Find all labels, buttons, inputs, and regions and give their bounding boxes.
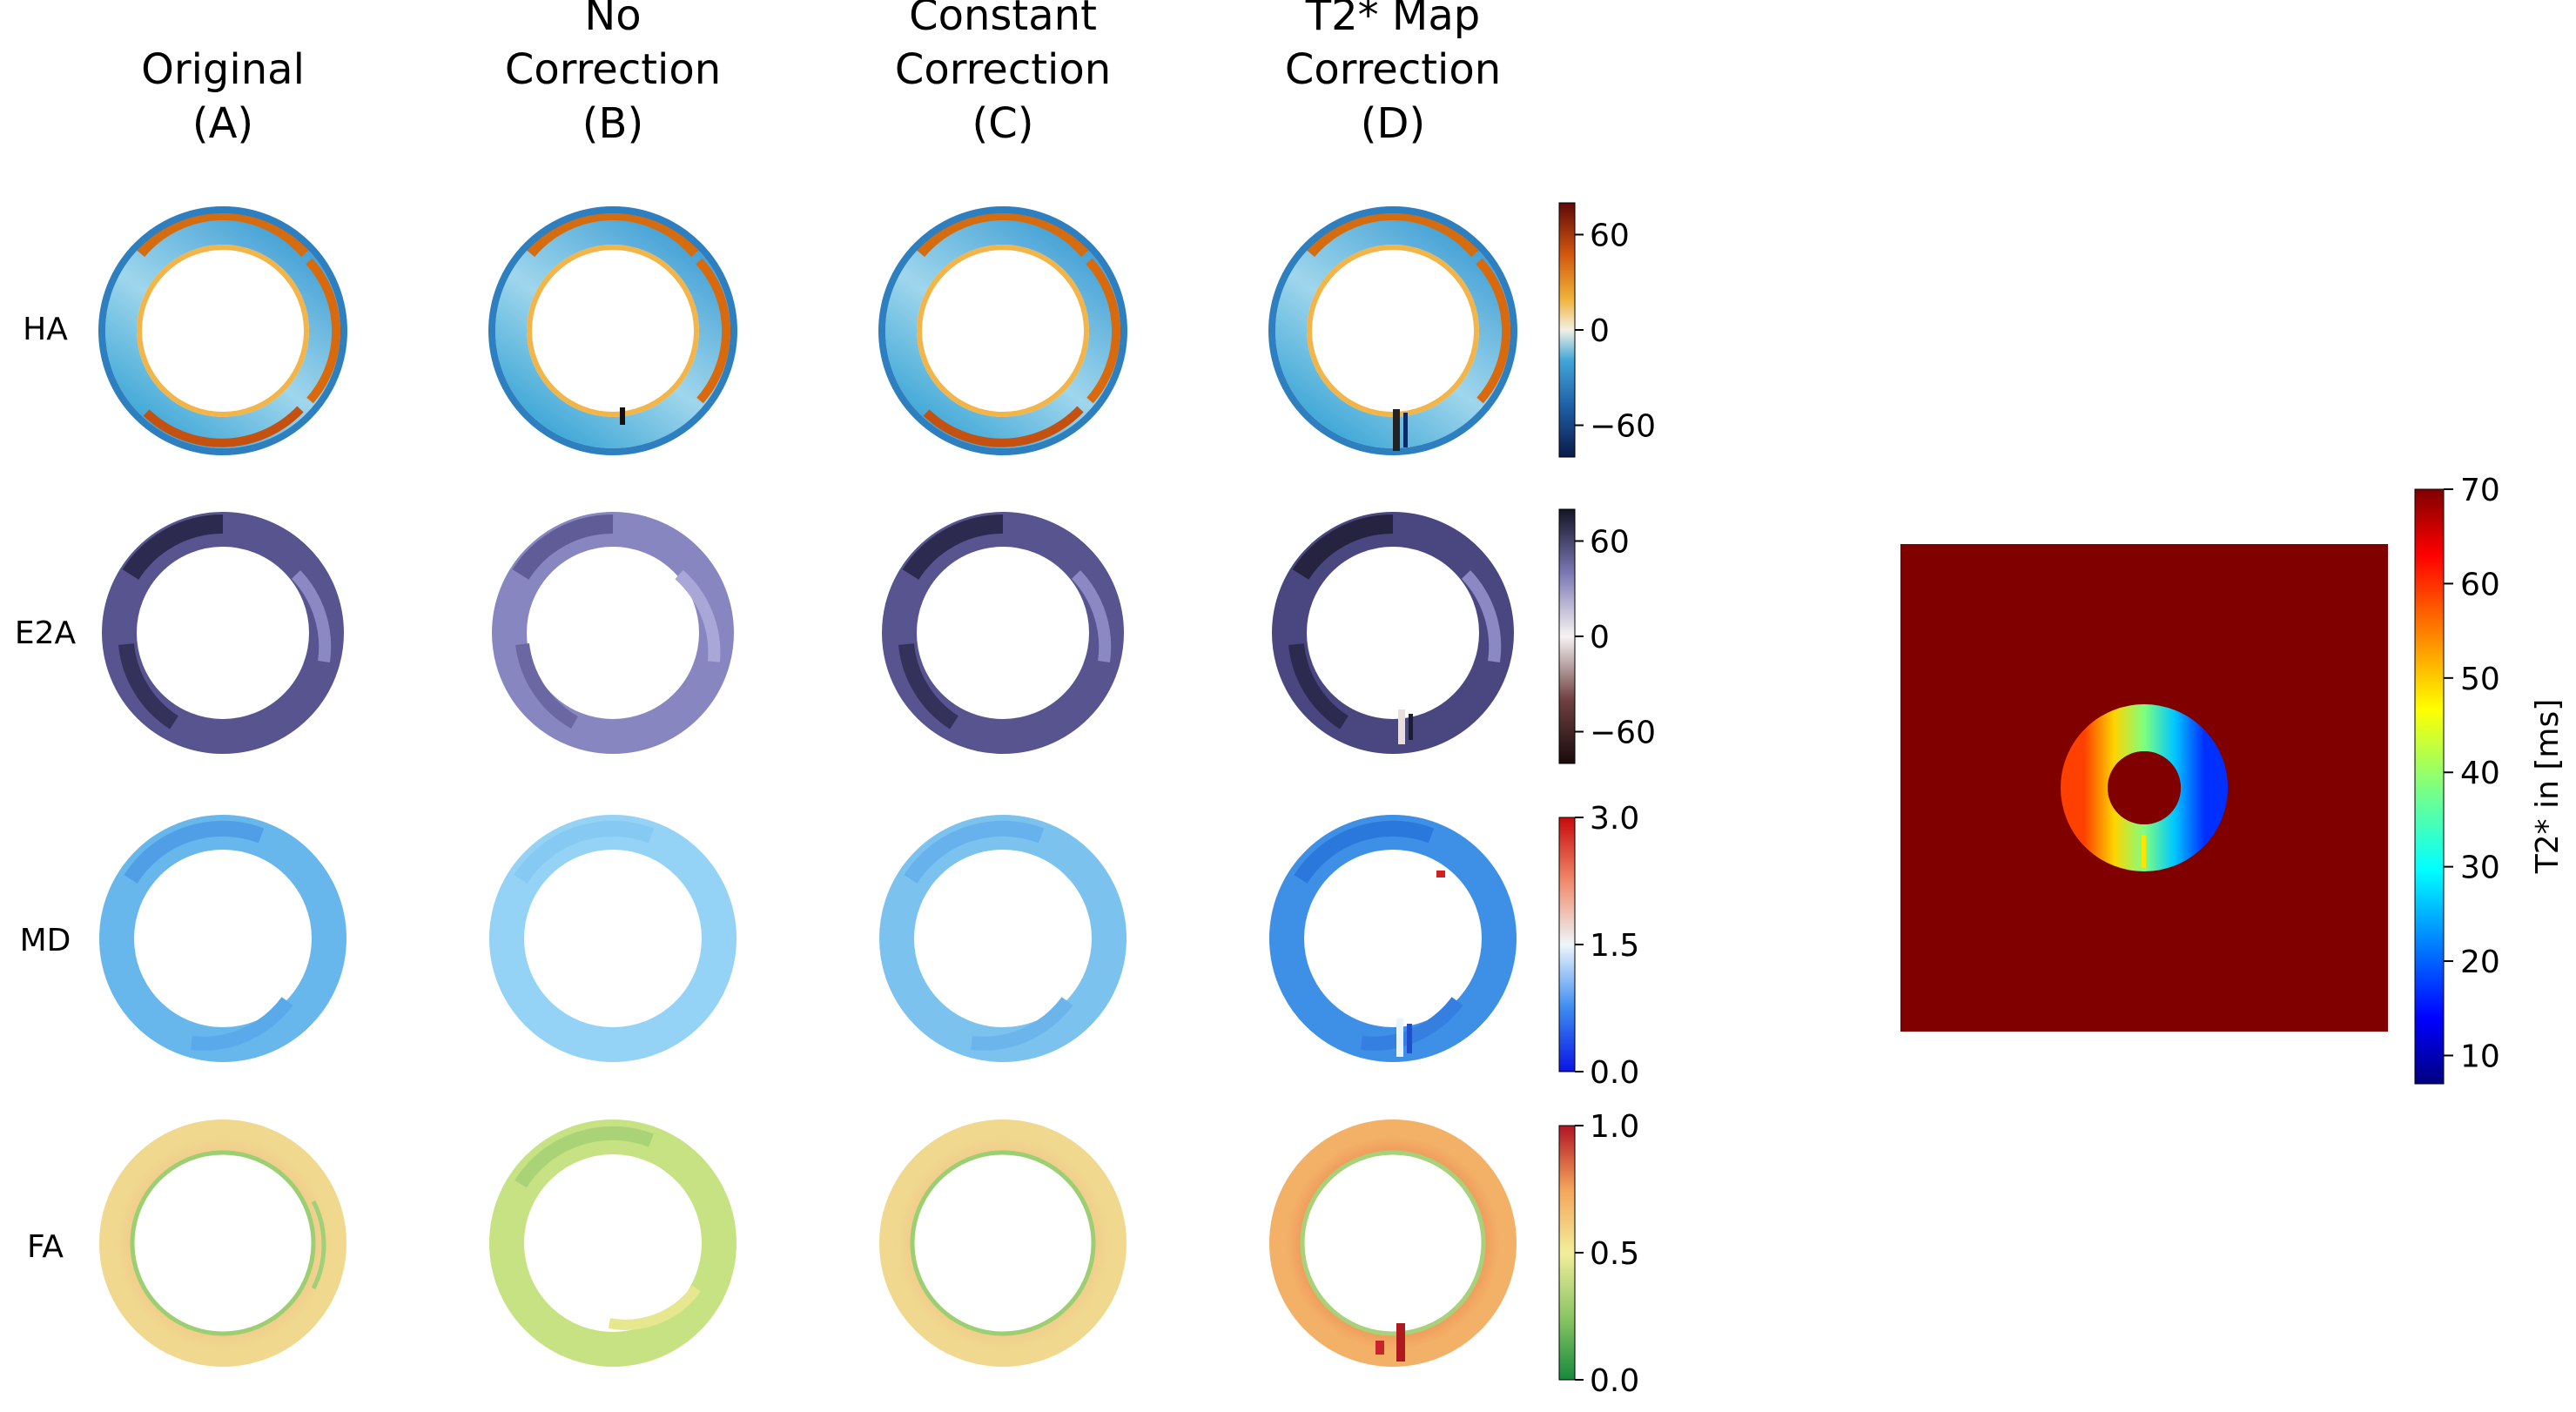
column-title-line: Correction (895, 45, 1111, 94)
column-title-line: Constant (909, 0, 1097, 40)
row-label: MD (20, 923, 71, 958)
column-title-line: Correction (1285, 45, 1501, 94)
column-title-line: (C) (972, 99, 1034, 148)
colorbar-tick-label: 1.5 (1590, 928, 1639, 964)
row-label: HA (23, 312, 68, 347)
colorbar-tick-label: 60 (1590, 219, 1630, 254)
colorbar-tick-label: 1.0 (1590, 1109, 1639, 1145)
panel-ha-no-correction (488, 206, 737, 455)
panel-md-constant (879, 815, 1127, 1062)
colorbar-tick-label: 0 (1590, 313, 1610, 349)
t2star-colorbar-ticks: 70 60 50 40 30 20 10 (2444, 473, 2500, 1074)
column-title-line: (D) (1361, 99, 1425, 148)
panel-md-no-correction (489, 815, 736, 1062)
t2star-tick-label: 30 (2460, 851, 2500, 886)
column-title-line: T2* Map (1305, 0, 1480, 40)
panel-md-t2star (1269, 815, 1517, 1062)
ring-panels (98, 206, 1517, 1367)
colorbar-tick-label: −60 (1590, 716, 1656, 751)
column-title-line: Original (141, 45, 305, 94)
t2star-map-panel (1900, 544, 2388, 1032)
colorbar-ha (1558, 202, 1576, 458)
t2star-tick-label: 40 (2460, 756, 2500, 791)
colorbar-md (1558, 817, 1576, 1072)
colorbar-tick-label: 3.0 (1590, 801, 1639, 837)
panel-fa-constant (879, 1120, 1127, 1367)
column-title-line: (A) (192, 99, 253, 148)
colorbar-fa (1558, 1125, 1576, 1381)
column-titles: Original (A) No Correction (B) Constant Correc… (141, 0, 1501, 148)
t2star-tick-label: 10 (2460, 1039, 2500, 1074)
colorbar-tick-label: 0 (1590, 620, 1610, 656)
t2star-tick-label: 60 (2460, 567, 2500, 602)
panel-md-original (99, 815, 346, 1062)
colorbar-ticks: 60 0 −60 60 0 −60 3.0 1.5 0.0 1.0 0.5 0.0 (1575, 219, 1656, 1399)
panel-fa-original (99, 1120, 346, 1367)
panel-e2a-original (102, 512, 344, 754)
column-title-line: No (584, 0, 641, 40)
panel-e2a-constant (882, 512, 1124, 754)
panel-fa-t2star (1269, 1120, 1517, 1367)
panel-ha-t2star (1268, 206, 1517, 455)
colorbar-e2a (1558, 508, 1576, 764)
t2star-tick-label: 70 (2460, 473, 2500, 508)
t2star-colorbar-label: T2* in [ms] (2530, 699, 2566, 875)
colorbar-tick-label: 0.0 (1590, 1055, 1639, 1091)
colorbar-tick-label: 0.5 (1590, 1236, 1639, 1272)
panel-e2a-t2star (1272, 512, 1514, 754)
colorbar-tick-label: 60 (1590, 525, 1630, 561)
t2star-tick-label: 50 (2460, 662, 2500, 697)
row-label: E2A (15, 615, 77, 651)
column-title-line: Correction (505, 45, 721, 94)
row-labels: HA E2A MD FA (15, 312, 77, 1265)
panel-ha-constant (878, 206, 1127, 455)
t2star-colorbar (2414, 488, 2445, 1085)
colorbar-tick-label: −60 (1590, 409, 1656, 445)
colorbar-tick-label: 0.0 (1590, 1363, 1639, 1399)
panel-fa-no-correction (489, 1120, 736, 1367)
t2star-tick-label: 20 (2460, 945, 2500, 980)
row-label: FA (27, 1229, 64, 1265)
column-title-line: (B) (582, 99, 643, 148)
panel-ha-original (98, 206, 347, 455)
panel-e2a-no-correction (492, 512, 734, 754)
